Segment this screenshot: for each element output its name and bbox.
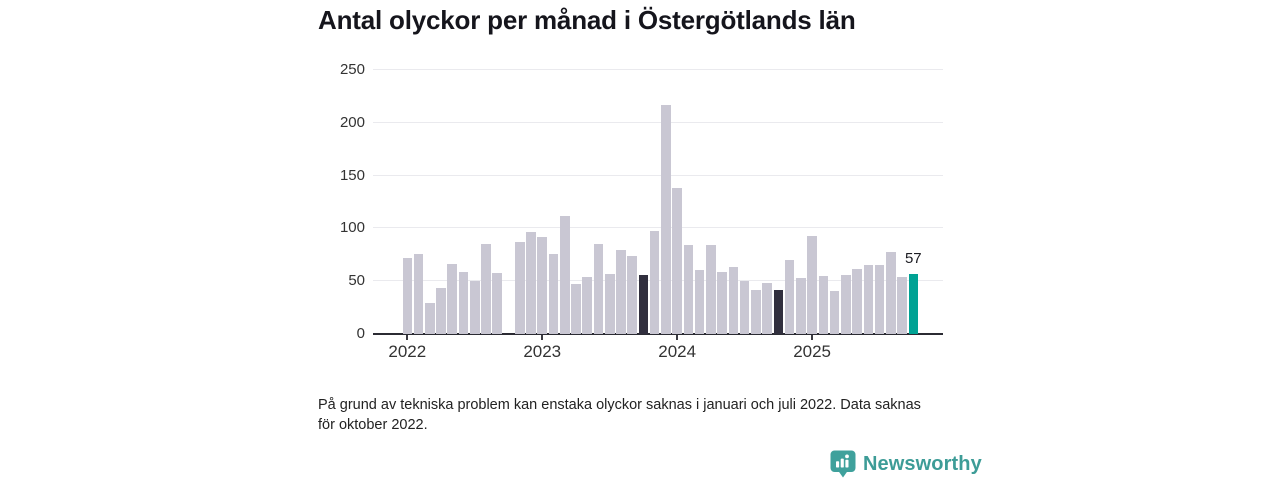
bar-2024-11 xyxy=(784,260,795,334)
bar-2024-01 xyxy=(672,188,682,334)
bar-2025-05 xyxy=(852,268,862,334)
bar-2025-08 xyxy=(886,251,896,334)
bar-2025-09 xyxy=(897,276,907,334)
bar-2022-03 xyxy=(424,303,435,334)
bar-2022-06 xyxy=(458,271,469,334)
bar-2025-07 xyxy=(874,265,885,334)
bar-2023-08 xyxy=(616,249,626,334)
bar-2024-09 xyxy=(762,283,772,334)
bar-2024-02 xyxy=(683,245,694,334)
bar-2025-06 xyxy=(863,265,874,334)
bar-2022-09 xyxy=(492,272,503,334)
bar-2022-11 xyxy=(514,242,525,334)
bar-2024-12 xyxy=(796,278,806,334)
bar-2022-04 xyxy=(436,287,446,334)
y-axis-tick-label-200: 200 xyxy=(339,113,365,131)
chart-title: Antal olyckor per månad i Östergötlands … xyxy=(318,5,856,35)
bar-2022-02 xyxy=(413,253,424,334)
bar-2023-06 xyxy=(593,244,604,334)
bar-2024-10 xyxy=(773,289,784,334)
y-axis-tick-label-150: 150 xyxy=(339,166,365,184)
bar-2025-03 xyxy=(829,290,840,334)
gridline-100 xyxy=(373,227,943,229)
y-axis-tick-label-50: 50 xyxy=(348,272,365,290)
bar-2024-04 xyxy=(706,245,716,334)
bar-2022-01 xyxy=(402,257,413,334)
bar-2022-05 xyxy=(447,264,458,334)
bar-2023-10 xyxy=(638,274,649,334)
x-axis-tick-2023 xyxy=(541,335,544,340)
bar-2024-05 xyxy=(717,271,727,334)
newsworthy-speech-bubble-bar-chart-icon xyxy=(830,450,856,478)
bar-2022-07 xyxy=(469,281,480,334)
bar-2024-07 xyxy=(739,281,750,334)
x-axis-tick-2025 xyxy=(811,335,814,340)
bar-2023-02 xyxy=(548,253,559,334)
bar-2025-10 xyxy=(908,273,919,334)
x-axis-line xyxy=(373,333,943,335)
bar-2025-04 xyxy=(841,274,851,334)
y-axis: 0 50 100 150 200 250 xyxy=(300,62,365,341)
bar-2022-12 xyxy=(526,231,536,334)
gridline-200 xyxy=(373,121,943,123)
bar-2023-09 xyxy=(627,255,637,334)
y-axis-tick-label-250: 250 xyxy=(339,61,365,78)
x-axis-tick-2022 xyxy=(406,335,409,340)
bar-2024-06 xyxy=(728,267,739,334)
bar-2023-05 xyxy=(582,276,592,334)
bar-value-label-2025-10: 57 xyxy=(904,249,922,267)
bar-2024-08 xyxy=(751,289,761,334)
x-axis-tick-label-2025: 2025 xyxy=(793,342,832,361)
y-axis-tick-label-100: 100 xyxy=(339,219,365,237)
bar-2025-02 xyxy=(818,275,829,334)
x-axis-tick-label-2024: 2024 xyxy=(658,342,697,361)
bar-2023-01 xyxy=(537,236,548,334)
bar-2023-12 xyxy=(661,104,671,334)
newsworthy-logo: Newsworthy xyxy=(830,450,982,478)
y-axis-tick-label-0: 0 xyxy=(356,325,365,342)
x-axis-tick-2024 xyxy=(676,335,679,340)
x-axis-tick-label-2022: 2022 xyxy=(388,342,427,361)
bar-2023-07 xyxy=(604,273,615,334)
footnote: På grund av tekniska problem kan enstaka… xyxy=(318,397,921,433)
bar-2023-11 xyxy=(649,230,660,334)
bar-2023-03 xyxy=(559,215,570,334)
gridline-150 xyxy=(373,174,943,176)
bar-2024-03 xyxy=(694,269,705,334)
x-axis-tick-label-2023: 2023 xyxy=(523,342,562,361)
bar-chart-plot-area: 57 2022 2023 2024 2025 xyxy=(373,69,943,361)
newsworthy-wordmark: Newsworthy xyxy=(863,452,982,475)
bar-2022-08 xyxy=(481,244,491,334)
bar-2023-04 xyxy=(571,284,581,334)
gridline-250 xyxy=(373,69,943,70)
bar-2025-01 xyxy=(807,235,817,334)
